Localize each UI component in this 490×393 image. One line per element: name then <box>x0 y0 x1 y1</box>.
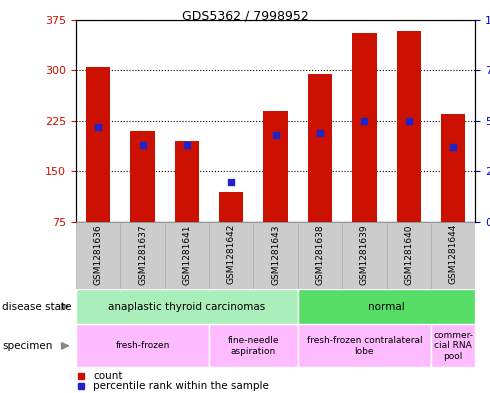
Bar <box>209 324 298 367</box>
Bar <box>174 141 199 222</box>
Text: normal: normal <box>368 301 405 312</box>
Bar <box>165 222 209 289</box>
Point <box>183 142 191 148</box>
Bar <box>298 324 431 367</box>
Bar <box>441 114 465 222</box>
Point <box>227 178 235 185</box>
Point <box>139 142 147 148</box>
Point <box>405 118 413 124</box>
Bar <box>431 324 475 367</box>
Text: percentile rank within the sample: percentile rank within the sample <box>93 381 269 391</box>
Point <box>316 130 324 136</box>
Text: fine-needle
aspiration: fine-needle aspiration <box>228 336 279 356</box>
Bar <box>76 289 298 324</box>
Text: disease state: disease state <box>2 301 72 312</box>
Text: GSM1281641: GSM1281641 <box>182 224 192 285</box>
Text: fresh-frozen: fresh-frozen <box>115 342 170 350</box>
Bar <box>209 222 253 289</box>
Bar <box>219 192 244 222</box>
Text: GSM1281639: GSM1281639 <box>360 224 369 285</box>
Text: GSM1281642: GSM1281642 <box>227 224 236 285</box>
Point <box>94 124 102 130</box>
Bar <box>130 131 155 222</box>
Text: count: count <box>93 371 122 382</box>
Bar <box>253 222 298 289</box>
Bar <box>431 222 475 289</box>
Text: anaplastic thyroid carcinomas: anaplastic thyroid carcinomas <box>108 301 266 312</box>
Text: GSM1281637: GSM1281637 <box>138 224 147 285</box>
Text: fresh-frozen contralateral
lobe: fresh-frozen contralateral lobe <box>307 336 422 356</box>
Text: GSM1281643: GSM1281643 <box>271 224 280 285</box>
Bar <box>264 111 288 222</box>
Bar <box>352 33 377 222</box>
Point <box>449 144 457 150</box>
Text: specimen: specimen <box>2 341 53 351</box>
Bar <box>387 222 431 289</box>
Text: GSM1281640: GSM1281640 <box>404 224 413 285</box>
Bar <box>298 289 475 324</box>
Bar <box>396 31 421 222</box>
Text: GSM1281636: GSM1281636 <box>94 224 102 285</box>
Text: GSM1281644: GSM1281644 <box>449 224 458 285</box>
Point <box>361 118 368 124</box>
Bar <box>308 73 332 222</box>
Bar <box>86 67 110 222</box>
Bar <box>76 324 209 367</box>
Bar <box>121 222 165 289</box>
Point <box>271 132 279 138</box>
Text: GSM1281638: GSM1281638 <box>316 224 324 285</box>
Bar <box>342 222 387 289</box>
Text: GDS5362 / 7998952: GDS5362 / 7998952 <box>182 10 308 23</box>
Bar <box>298 222 342 289</box>
Bar <box>76 222 121 289</box>
Text: commer-
cial RNA
pool: commer- cial RNA pool <box>433 331 473 361</box>
